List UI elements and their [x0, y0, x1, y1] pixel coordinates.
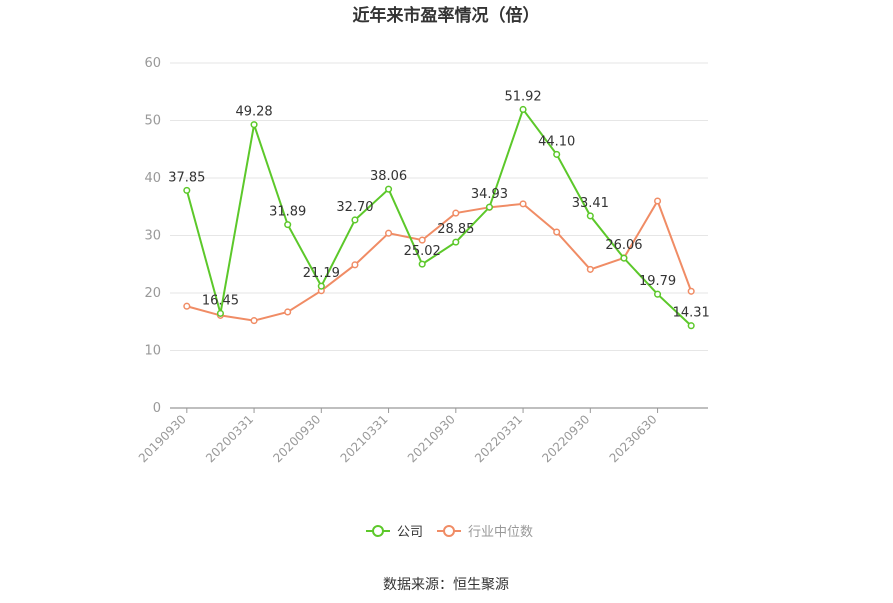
data-point — [553, 150, 561, 158]
data-label: 16.45 — [202, 293, 239, 308]
data-label: 33.41 — [572, 196, 609, 211]
data-point — [385, 185, 393, 193]
data-label: 28.85 — [437, 222, 474, 237]
x-tick-label: 20220331 — [472, 412, 525, 465]
data-point — [586, 212, 594, 220]
y-axis-ticks: 0 10 20 30 40 50 60 — [144, 56, 161, 416]
data-point — [284, 308, 292, 316]
data-point — [519, 200, 527, 208]
data-label: 31.89 — [269, 205, 306, 220]
data-label: 49.28 — [235, 105, 272, 120]
legend-item-1: 行业中位数 — [437, 525, 533, 540]
data-label: 34.93 — [471, 187, 508, 202]
data-point — [519, 105, 527, 114]
x-tick-label: 20210331 — [338, 412, 391, 465]
data-point — [284, 221, 292, 229]
data-label: 37.85 — [168, 170, 205, 185]
series-line-0 — [185, 107, 692, 327]
y-tick-label: 10 — [144, 344, 161, 359]
x-tick-label: 20210930 — [405, 412, 458, 465]
data-point — [654, 290, 662, 298]
data-label: 38.06 — [370, 169, 407, 184]
x-tick-label: 20190930 — [136, 412, 189, 465]
data-labels: 37.85 16.45 49.28 31.89 21.19 32.70 38.06 25.02… — [168, 89, 710, 320]
data-point — [687, 287, 695, 295]
y-tick-label: 20 — [144, 286, 161, 301]
data-label: 51.92 — [504, 89, 541, 104]
chart-title: 近年来市盈率情况（倍） — [353, 5, 540, 26]
data-point — [418, 236, 426, 244]
data-point — [250, 317, 258, 325]
legend-label: 行业中位数 — [468, 525, 533, 540]
data-point — [351, 261, 359, 269]
y-tick-label: 50 — [144, 114, 161, 129]
y-tick-label: 0 — [153, 401, 161, 416]
data-point — [183, 186, 191, 194]
data-point — [385, 229, 393, 237]
x-tick-label: 20200331 — [203, 412, 256, 465]
data-point — [586, 265, 594, 273]
data-point — [485, 203, 493, 211]
x-tick-label: 20220930 — [539, 412, 592, 465]
legend-label: 公司 — [397, 525, 423, 540]
y-tick-label: 60 — [144, 56, 161, 71]
data-point — [351, 216, 359, 224]
grid-lines — [170, 62, 708, 351]
legend-marker — [372, 525, 384, 537]
data-point — [452, 238, 460, 246]
data-label: 32.70 — [336, 200, 373, 215]
source-text: 数据来源：恒生聚源 — [383, 577, 509, 593]
y-tick-label: 30 — [144, 229, 161, 244]
data-point — [654, 197, 662, 205]
legend-item-0: 公司 — [366, 525, 423, 540]
data-label: 21.19 — [303, 266, 340, 281]
data-label: 14.31 — [673, 306, 710, 321]
data-point — [216, 309, 224, 317]
legend-marker — [443, 525, 455, 537]
data-point — [418, 260, 426, 268]
data-label: 19.79 — [639, 274, 676, 289]
data-point — [553, 228, 561, 236]
data-point — [250, 121, 258, 129]
legend: 公司 行业中位数 — [366, 525, 533, 540]
data-point — [687, 322, 695, 330]
x-tick-label: 20230630 — [607, 412, 660, 465]
data-label: 26.06 — [605, 238, 642, 253]
series-line-1 — [186, 198, 693, 322]
data-label: 25.02 — [404, 244, 441, 259]
x-tick-label: 20200930 — [270, 412, 323, 465]
x-axis: 20190930 20200331 20200930 20210331 20210930… — [136, 407, 708, 465]
data-label: 44.10 — [538, 134, 575, 149]
series-layer — [183, 105, 695, 330]
data-point — [620, 254, 628, 262]
data-point — [452, 209, 460, 217]
y-tick-label: 40 — [144, 171, 161, 186]
data-point — [317, 282, 325, 290]
data-point — [183, 302, 191, 310]
